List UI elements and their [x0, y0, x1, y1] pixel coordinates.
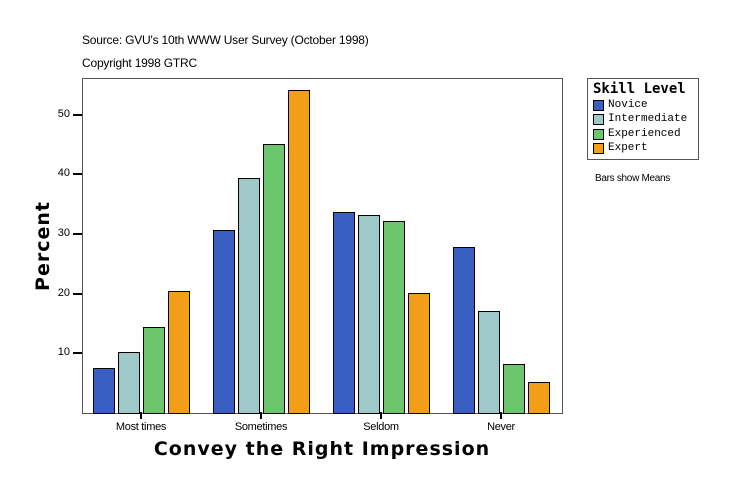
x-tick — [140, 412, 142, 419]
legend-swatch — [593, 114, 604, 125]
x-tick-label: Never — [487, 421, 515, 433]
bar-expert — [527, 381, 550, 414]
legend-title: Skill Level — [593, 81, 686, 97]
bar-novice — [92, 368, 115, 414]
y-tick — [73, 113, 82, 116]
legend-swatch — [593, 143, 604, 154]
y-tick — [73, 352, 82, 355]
x-tick — [500, 412, 502, 419]
bar-expert — [167, 291, 190, 414]
legend-swatch — [593, 100, 604, 111]
x-tick-label: Most times — [115, 421, 167, 433]
x-tick-label: Seldom — [363, 421, 399, 433]
copyright-caption: Copyright 1998 GTRC — [82, 56, 197, 70]
bar-intermediate — [357, 214, 380, 414]
y-tick — [73, 232, 82, 235]
x-tick — [380, 412, 382, 419]
y-axis-title: Percent — [32, 201, 54, 291]
y-tick-label: 10 — [57, 346, 70, 359]
legend-label: Expert — [608, 142, 648, 154]
x-tick — [260, 412, 262, 419]
bar-novice — [212, 230, 235, 414]
y-tick — [73, 292, 82, 295]
x-tick-label: Sometimes — [234, 421, 288, 433]
legend: Skill Level Novice Intermediate Experien… — [587, 78, 699, 160]
y-tick-label: 50 — [57, 107, 70, 120]
y-tick-label: 30 — [57, 226, 70, 239]
y-tick-label: 40 — [57, 167, 70, 180]
bar-expert — [287, 90, 310, 414]
legend-swatch — [593, 129, 604, 140]
bar-experienced — [142, 327, 165, 414]
y-tick-label: 20 — [57, 286, 70, 299]
legend-label: Novice — [608, 99, 648, 111]
bar-intermediate — [477, 310, 500, 414]
bar-experienced — [502, 364, 525, 414]
bar-novice — [332, 211, 355, 414]
bar-expert — [407, 293, 430, 414]
legend-label: Intermediate — [608, 113, 688, 125]
source-caption: Source: GVU's 10th WWW User Survey (Octo… — [82, 33, 369, 47]
bar-experienced — [382, 220, 405, 414]
legend-label: Experienced — [608, 128, 681, 140]
bars-note: Bars show Means — [595, 173, 670, 184]
x-axis-title: Convey the Right Impression — [153, 438, 491, 460]
bar-intermediate — [117, 352, 140, 414]
bar-novice — [452, 247, 475, 414]
bar-intermediate — [237, 177, 260, 414]
y-tick — [73, 173, 82, 176]
bar-experienced — [262, 144, 285, 414]
